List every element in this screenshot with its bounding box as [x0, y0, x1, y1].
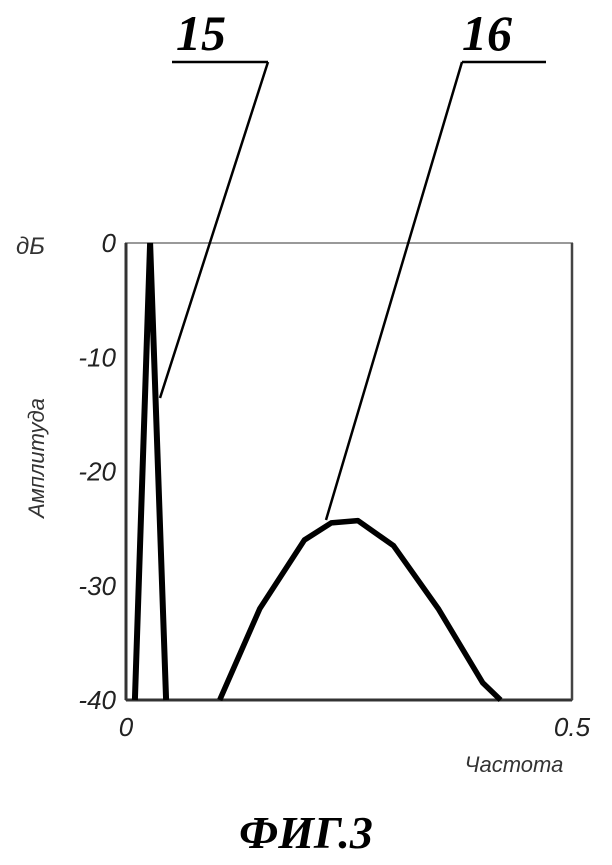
figure-caption: ФИГ.3	[239, 807, 373, 858]
y-tick-label: -30	[78, 571, 116, 601]
y-tick-label: -40	[78, 685, 116, 715]
leader-line-15	[160, 62, 268, 398]
plot-frame	[126, 243, 572, 700]
series-line-16	[220, 521, 501, 700]
x-tick-labels: 00.5	[119, 712, 591, 742]
y-axis-title: Амплитуда	[24, 398, 49, 520]
x-tick-label: 0.5	[554, 712, 591, 742]
reference-number-16: 16	[462, 5, 512, 61]
y-tick-label: -20	[78, 457, 116, 487]
y-tick-labels: 0 -10 -20 -30 -40	[78, 228, 116, 715]
y-tick-label: -10	[78, 342, 116, 372]
leader-line-16	[326, 62, 462, 520]
series-layer	[135, 243, 501, 700]
x-axis-title: Частота	[465, 752, 564, 777]
y-tick-label: 0	[102, 228, 117, 258]
x-tick-label: 0	[119, 712, 134, 742]
y-unit-label: дБ	[16, 233, 45, 260]
series-line-15	[135, 243, 166, 700]
reference-number-15: 15	[176, 5, 226, 61]
